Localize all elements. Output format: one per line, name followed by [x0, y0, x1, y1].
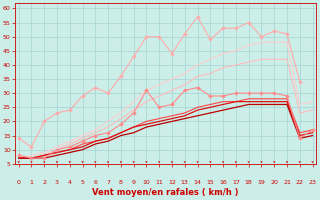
- X-axis label: Vent moyen/en rafales ( km/h ): Vent moyen/en rafales ( km/h ): [92, 188, 239, 197]
